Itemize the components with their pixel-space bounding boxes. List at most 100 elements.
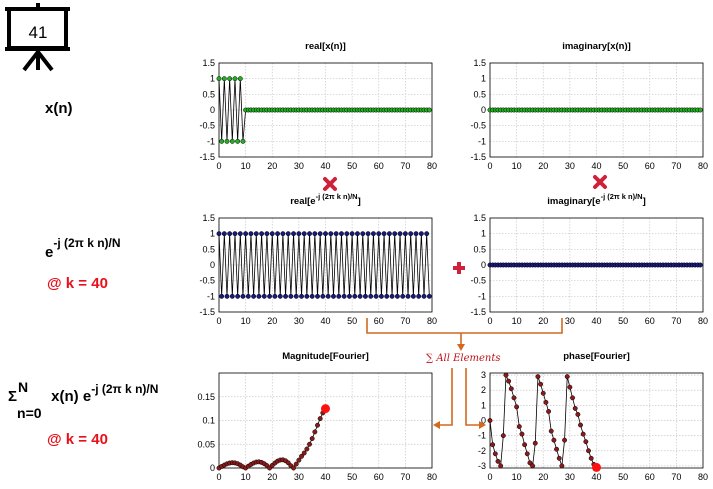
x-tick-label: 70 <box>400 472 410 482</box>
data-point <box>285 231 291 237</box>
data-point <box>229 138 235 144</box>
data-point <box>224 138 230 144</box>
x-tick-label: 30 <box>565 472 575 482</box>
imag-xn-title: imaginary[x(n)] <box>562 41 631 52</box>
data-point <box>392 231 398 237</box>
data-point <box>219 138 225 144</box>
data-point <box>216 76 222 82</box>
data-point <box>362 293 368 299</box>
y-tick-label: -1 <box>478 431 486 441</box>
data-point <box>299 453 304 459</box>
data-point <box>530 463 536 469</box>
data-point <box>235 138 241 144</box>
data-point <box>333 231 339 237</box>
data-point <box>402 231 408 237</box>
data-point <box>376 231 382 237</box>
imag-exp-chart: imaginary[e-j (2π k n)/N]0 10 20 30 40 50 60 70… <box>470 192 708 326</box>
y-tick-label: 0.15 <box>197 392 215 402</box>
data-point <box>357 293 363 299</box>
data-point <box>283 293 289 299</box>
data-point <box>336 293 342 299</box>
y-tick-label: -1.5 <box>470 152 486 162</box>
y-tick-label: 0.05 <box>197 439 215 449</box>
x-tick-label: 70 <box>671 316 681 326</box>
y-tick-label: -3 <box>478 461 486 471</box>
y-tick-label: 0 <box>210 463 215 473</box>
data-point <box>309 436 315 441</box>
data-point <box>522 442 528 448</box>
y-tick-label: -1.5 <box>199 152 215 162</box>
imag-exp-title: imaginary[e-j (2π k n)/N] <box>547 192 646 207</box>
x-tick-label: 60 <box>374 316 384 326</box>
arrow-icon <box>433 344 486 429</box>
x-tick-label: 50 <box>347 472 357 482</box>
x-tick-label: 30 <box>294 472 304 482</box>
y-tick-label: -0.5 <box>199 121 215 131</box>
data-point <box>325 293 331 299</box>
x-tick-label: 20 <box>267 161 277 171</box>
data-point <box>339 231 344 237</box>
y-tick-label: -0.5 <box>470 276 486 286</box>
data-point <box>237 76 243 82</box>
data-point <box>416 293 422 299</box>
plot-frame <box>218 217 433 313</box>
data-point <box>548 428 554 434</box>
x-tick-label: 80 <box>427 472 437 482</box>
x-tick-label: 30 <box>565 316 575 326</box>
data-point <box>272 293 278 299</box>
data-point <box>503 372 509 378</box>
data-point <box>567 384 573 390</box>
x-tick-label: 40 <box>591 472 601 482</box>
x-tick-label: 20 <box>538 161 548 171</box>
data-point <box>275 231 281 237</box>
data-point <box>384 293 390 299</box>
data-point <box>540 390 546 396</box>
data-point <box>240 138 246 144</box>
y-tick-label: 3 <box>481 370 486 380</box>
y-tick-label: 0.5 <box>473 244 486 254</box>
y-tick-label: -1 <box>478 136 486 146</box>
data-point <box>546 408 552 414</box>
data-point <box>562 437 567 443</box>
y-tick-label: 0 <box>210 260 215 270</box>
data-point <box>243 231 249 237</box>
data-point <box>232 231 238 237</box>
y-tick-label: 0.5 <box>473 89 486 99</box>
data-point <box>588 455 594 461</box>
y-tick-label: 1 <box>210 229 215 239</box>
data-point <box>551 437 557 443</box>
y-tick-label: -1.5 <box>199 307 215 317</box>
real-exp-series-line <box>218 233 430 297</box>
data-point <box>394 293 400 299</box>
data-point <box>559 463 565 469</box>
y-tick-label: 1 <box>481 229 486 239</box>
data-point <box>538 381 544 387</box>
data-point <box>248 231 254 237</box>
x-tick-label: 20 <box>267 472 277 482</box>
data-point <box>277 293 283 299</box>
data-point <box>572 405 578 411</box>
x-tick-label: 70 <box>671 161 681 171</box>
data-point <box>554 446 560 452</box>
highlight-point <box>592 462 601 472</box>
data-point <box>291 231 296 237</box>
exp-base: e <box>45 244 54 261</box>
data-point <box>424 231 430 237</box>
data-point <box>312 231 318 237</box>
x-tick-label: 80 <box>427 161 437 171</box>
y-tick-label: 2 <box>481 385 486 395</box>
data-point <box>389 293 395 299</box>
x-tick-label: 20 <box>538 316 548 326</box>
x-tick-label: 30 <box>294 316 304 326</box>
x-tick-label: 80 <box>427 316 437 326</box>
data-point <box>323 231 328 237</box>
x-tick-label: 10 <box>512 472 522 482</box>
data-point <box>355 231 360 237</box>
data-point <box>267 293 273 299</box>
data-point <box>527 460 533 466</box>
real-exp-chart: real[e-j (2π k n)/N]0 10 20 30 40 50 60 70 801.5… <box>199 192 437 326</box>
x-tick-label: 40 <box>320 316 330 326</box>
y-tick-label: 1.5 <box>473 58 486 68</box>
sum-exp-superscript: -j (2π k n)/N <box>91 382 159 396</box>
